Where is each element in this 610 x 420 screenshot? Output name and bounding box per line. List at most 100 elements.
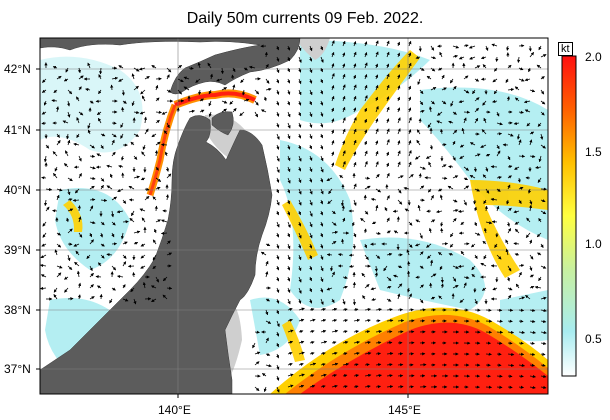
current-arrow bbox=[353, 74, 357, 80]
current-arrow bbox=[309, 166, 313, 173]
current-arrow bbox=[287, 89, 291, 95]
current-arrow bbox=[78, 75, 84, 80]
current-arrow bbox=[67, 228, 73, 234]
current-arrow bbox=[41, 176, 47, 180]
current-arrow bbox=[374, 265, 378, 273]
current-arrow bbox=[408, 85, 412, 91]
current-arrow bbox=[287, 307, 293, 311]
current-arrow bbox=[440, 227, 444, 234]
current-arrow bbox=[161, 111, 168, 115]
current-arrow bbox=[287, 177, 291, 184]
map-frame bbox=[39, 37, 549, 395]
current-arrow bbox=[535, 165, 542, 169]
current-arrow bbox=[529, 319, 536, 323]
current-arrow bbox=[254, 330, 260, 334]
current-arrow bbox=[375, 40, 379, 47]
current-arrow bbox=[529, 89, 536, 93]
current-arrow bbox=[287, 210, 291, 216]
current-arrow bbox=[529, 330, 537, 335]
current-arrow bbox=[353, 340, 361, 344]
current-arrow bbox=[121, 106, 125, 113]
current-arrow bbox=[53, 294, 58, 300]
current-arrow bbox=[309, 232, 313, 239]
current-arrow bbox=[397, 374, 404, 378]
current-arrow bbox=[209, 73, 214, 80]
current-arrow bbox=[120, 122, 124, 128]
current-arrow bbox=[342, 84, 346, 91]
current-arrow bbox=[507, 265, 512, 272]
current-arrow bbox=[407, 270, 411, 278]
current-arrow bbox=[73, 243, 80, 247]
current-arrow bbox=[386, 51, 390, 58]
current-arrow bbox=[111, 151, 116, 157]
current-arrow bbox=[397, 150, 401, 157]
current-arrow bbox=[540, 374, 547, 379]
current-arrow bbox=[309, 352, 315, 356]
current-arrow bbox=[375, 363, 382, 367]
current-arrow bbox=[438, 67, 443, 71]
current-arrow bbox=[140, 177, 146, 181]
current-arrow bbox=[439, 51, 443, 58]
current-arrow bbox=[155, 186, 161, 190]
current-arrow bbox=[493, 89, 498, 95]
current-arrow bbox=[496, 385, 503, 389]
current-arrow bbox=[287, 67, 291, 73]
current-arrow bbox=[371, 221, 377, 225]
current-arrow bbox=[342, 330, 348, 334]
current-arrow bbox=[429, 144, 433, 150]
current-arrow bbox=[309, 67, 313, 74]
current-arrow bbox=[276, 177, 280, 183]
current-arrow bbox=[459, 155, 465, 159]
current-arrow bbox=[353, 232, 357, 238]
current-arrow bbox=[287, 340, 294, 344]
map-title: Daily 50m currents 09 Feb. 2022. bbox=[186, 10, 424, 27]
current-arrow bbox=[419, 100, 424, 106]
current-arrow bbox=[309, 221, 313, 228]
current-arrow bbox=[507, 341, 513, 345]
current-arrow bbox=[142, 281, 146, 289]
current-arrow bbox=[221, 108, 227, 113]
current-arrow bbox=[540, 54, 547, 58]
current-arrow bbox=[496, 341, 503, 345]
current-arrow bbox=[375, 150, 379, 157]
current-arrow bbox=[364, 318, 371, 323]
current-arrow bbox=[331, 221, 337, 226]
current-arrow bbox=[375, 118, 379, 124]
current-arrow bbox=[111, 265, 117, 271]
current-arrow bbox=[110, 210, 115, 218]
current-arrow bbox=[473, 206, 477, 212]
current-arrow bbox=[131, 210, 135, 217]
current-arrow bbox=[397, 107, 401, 113]
current-arrow bbox=[100, 144, 104, 150]
current-arrow bbox=[342, 352, 348, 356]
current-arrow bbox=[166, 240, 171, 245]
current-arrow bbox=[537, 252, 542, 256]
current-arrow bbox=[483, 117, 487, 124]
current-arrow bbox=[474, 298, 478, 305]
current-arrow bbox=[155, 84, 159, 91]
current-arrow bbox=[507, 363, 515, 367]
current-arrow bbox=[309, 276, 313, 282]
current-arrow bbox=[529, 199, 533, 205]
current-arrow bbox=[538, 45, 542, 51]
current-arrow bbox=[298, 254, 302, 261]
current-arrow bbox=[496, 188, 501, 192]
current-arrow bbox=[130, 141, 135, 146]
current-arrow bbox=[287, 78, 291, 84]
current-arrow bbox=[265, 63, 269, 69]
current-arrow bbox=[43, 100, 47, 106]
current-arrow bbox=[216, 78, 223, 82]
current-arrow bbox=[375, 51, 379, 58]
current-arrow bbox=[397, 283, 403, 289]
current-arrow bbox=[106, 164, 113, 168]
current-arrow bbox=[514, 86, 520, 91]
current-arrow bbox=[342, 319, 349, 323]
current-arrow bbox=[56, 139, 61, 146]
current-arrow bbox=[276, 155, 280, 162]
current-arrow bbox=[100, 198, 108, 202]
current-arrow bbox=[133, 175, 141, 179]
current-arrow bbox=[439, 194, 443, 201]
current-arrow bbox=[309, 111, 313, 118]
current-arrow bbox=[375, 308, 382, 312]
current-arrow bbox=[353, 41, 357, 47]
